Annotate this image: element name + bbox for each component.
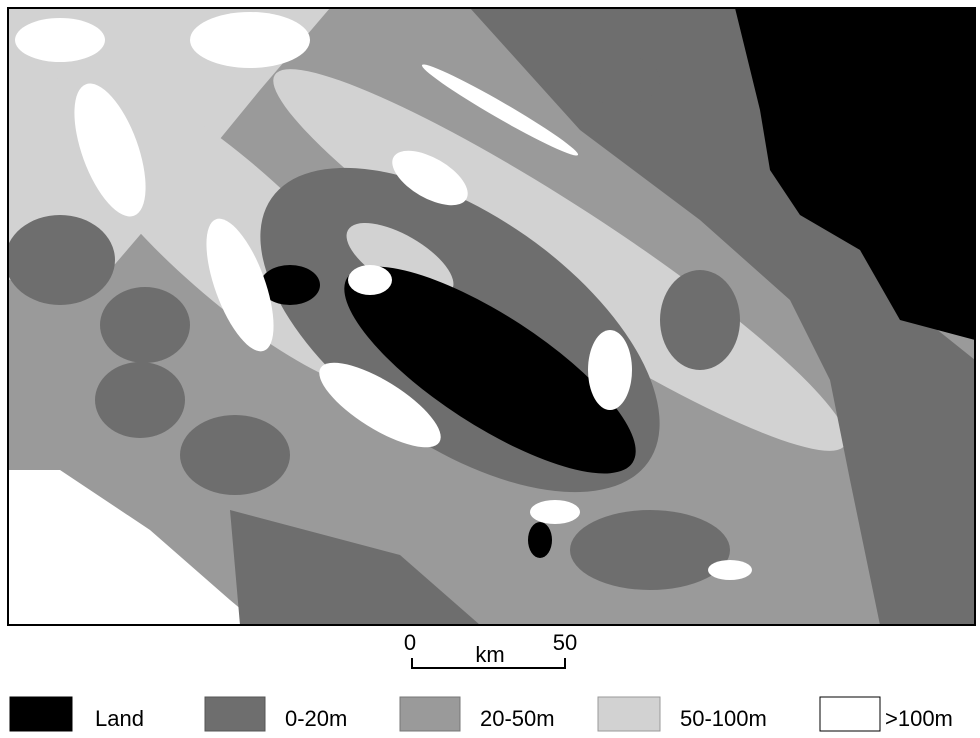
legend-swatch [204,696,266,732]
zone-0-20 [8,215,115,305]
legend-label: 0-20m [285,706,347,731]
legend-label: 50-100m [680,706,767,731]
zone-over-100 [348,265,392,295]
legend-swatch [399,696,461,732]
zone-0-20 [470,8,975,625]
zone-over-100 [708,560,752,580]
zone-0-20 [580,55,660,105]
scale-unit: km [475,642,504,667]
map [8,8,975,625]
legend-swatch [9,696,73,732]
zone-0-20 [660,270,740,370]
zone-over-100 [190,12,310,68]
zone-over-100 [588,330,632,410]
legend-label: >100m [885,706,953,731]
scale-line [411,658,566,669]
zone-land [735,8,975,340]
zone-over-100 [392,150,468,206]
zone-over-100 [15,18,105,62]
zone-0-20 [180,415,290,495]
zone-0-20 [100,287,190,363]
zone-over-100 [530,500,580,524]
zone-land [260,265,320,305]
scale-bar: 0 km 50 [404,630,577,669]
legend-swatch [597,696,661,732]
zone-over-100 [8,470,260,625]
legend-swatch [819,696,881,732]
map-frame [7,7,976,626]
zone-over-100 [421,64,579,156]
scale-end: 50 [553,630,577,655]
legend-label: 20-50m [480,706,555,731]
zone-0-20 [570,510,730,590]
zone-over-100 [206,218,274,352]
scale-start: 0 [404,630,416,655]
zone-land [528,522,552,558]
zone-land [344,266,636,474]
zone-over-100 [319,362,441,448]
zone-0-20 [230,510,480,625]
zone-0-20 [95,362,185,438]
legend-label: Land [95,706,144,731]
zone-over-100 [74,83,146,217]
legend: Land 0-20m 20-50m 50-100m >100m [9,696,953,732]
